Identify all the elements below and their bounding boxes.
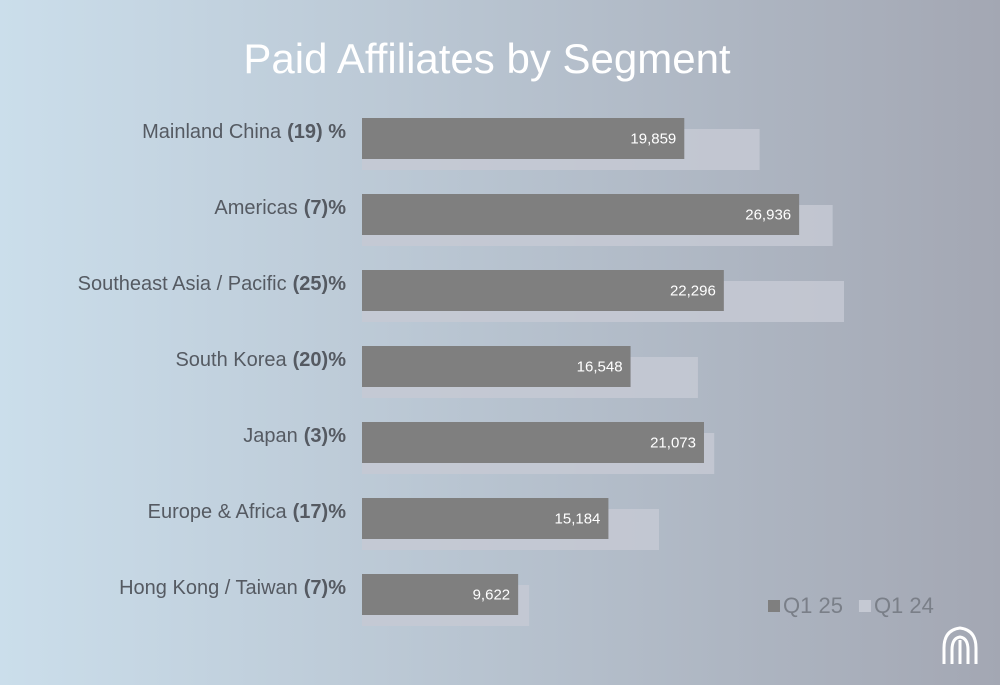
bar [362, 346, 631, 387]
change-label: (20)% [293, 349, 347, 371]
bar [362, 498, 609, 539]
value-label: 21,073 [650, 434, 696, 451]
category-name: Japan [243, 425, 298, 447]
value-label: 26,936 [745, 206, 791, 223]
value-label: 19,859 [630, 130, 676, 147]
bar [362, 270, 724, 311]
category-label: Europe & Africa (17)% [148, 501, 347, 523]
category-name: Southeast Asia / Pacific [78, 273, 287, 295]
category-label: Hong Kong / Taiwan (7)% [119, 577, 346, 599]
legend-marker [768, 600, 780, 612]
change-label: (7)% [304, 577, 346, 599]
category-label: Southeast Asia / Pacific (25)% [78, 273, 347, 295]
category-label: Americas (7)% [214, 197, 346, 219]
change-label: (7)% [304, 197, 346, 219]
bar [362, 574, 519, 615]
change-label: (17)% [293, 501, 347, 523]
category-name: Mainland China [142, 121, 282, 143]
category-label: Japan (3)% [243, 425, 346, 447]
value-label: 15,184 [555, 510, 601, 527]
legend-label: Q1 24 [874, 593, 934, 618]
change-label: (3)% [304, 425, 346, 447]
value-label: 9,622 [473, 586, 511, 603]
category-label: Mainland China (19) % [142, 121, 346, 143]
bar [362, 118, 685, 159]
change-label: (19) % [287, 121, 346, 143]
legend-label: Q1 25 [783, 593, 843, 618]
logo [942, 626, 978, 664]
category-name: Europe & Africa [148, 501, 288, 523]
category-name: Hong Kong / Taiwan [119, 577, 298, 599]
value-label: 22,296 [670, 282, 716, 299]
bar [362, 194, 800, 235]
legend-marker [858, 600, 871, 612]
category-name: South Korea [175, 349, 287, 371]
value-label: 16,548 [577, 358, 623, 375]
change-label: (25)% [293, 273, 347, 295]
category-label: South Korea (20)% [175, 349, 346, 371]
category-name: Americas [214, 197, 297, 219]
chart-title: Paid Affiliates by Segment [243, 35, 731, 82]
bar [362, 422, 704, 463]
